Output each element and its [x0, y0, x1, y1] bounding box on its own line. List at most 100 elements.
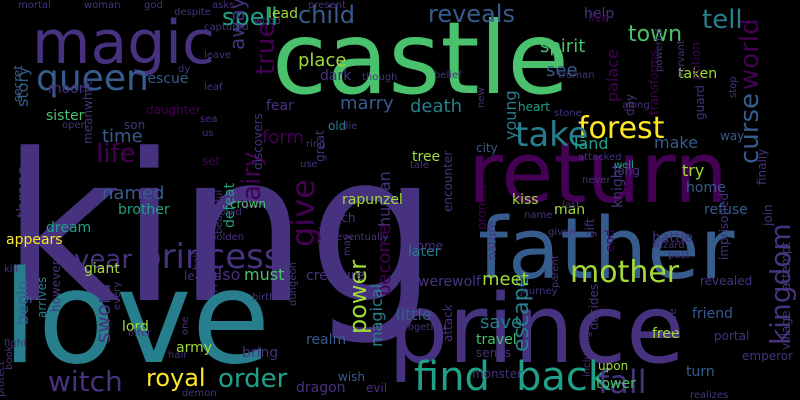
- word-join: join: [761, 204, 775, 227]
- word-away: away: [225, 0, 249, 50]
- word-moon: moon: [48, 81, 88, 97]
- word-end: end: [603, 229, 617, 252]
- word-beautiful: beautiful: [214, 190, 225, 234]
- word-revealed: revealed: [700, 274, 752, 288]
- word-wish: wish: [338, 370, 365, 384]
- word-see: see: [546, 60, 578, 81]
- word-dragon: dragon: [296, 380, 346, 396]
- word-discovers: discovers: [251, 113, 265, 170]
- word-world: world: [735, 18, 765, 90]
- word-king: king: [2, 111, 438, 349]
- word-sister: sister: [46, 108, 85, 124]
- word-may: may: [342, 234, 353, 256]
- word-life: life: [96, 139, 136, 169]
- word-princess: princess: [140, 237, 282, 277]
- word-emperor: emperor: [742, 349, 793, 363]
- word-rapunzel: rapunzel: [342, 192, 403, 208]
- word-daughter: daughter: [146, 103, 201, 117]
- word-never: never: [582, 175, 612, 186]
- word-open: open: [62, 120, 87, 131]
- word-city: city: [476, 141, 498, 155]
- word-village: village: [779, 311, 793, 350]
- word-asks: asks: [212, 0, 234, 11]
- word-monster: monster: [472, 367, 522, 381]
- word-offer: offer: [128, 328, 152, 339]
- word-royal: royal: [146, 364, 206, 392]
- word-kill: kill: [4, 264, 18, 275]
- word-book: book: [4, 345, 15, 370]
- word-wizard: wizard: [652, 240, 685, 251]
- word-god: god: [144, 0, 163, 11]
- word-become: become: [374, 224, 395, 296]
- word-truman: truman: [558, 70, 595, 81]
- word-throne: throne: [13, 166, 32, 218]
- word-long: long: [614, 164, 640, 178]
- word-army: army: [176, 340, 212, 356]
- word-imprisoned: imprisoned: [717, 193, 731, 260]
- word-set: set: [202, 154, 221, 168]
- word-time: time: [102, 126, 143, 147]
- word-little: little: [396, 305, 432, 324]
- word-arrives: arrives: [35, 277, 49, 318]
- word-kiss: kiss: [512, 192, 539, 208]
- word-promise: promise: [475, 182, 489, 230]
- word-place: place: [298, 50, 346, 71]
- word-death: death: [410, 96, 462, 117]
- word-knight: knight: [610, 163, 626, 208]
- word-battle: battle: [652, 230, 693, 246]
- word-lost: lost: [196, 281, 218, 295]
- word-though: though: [362, 72, 397, 83]
- word-stone: stone: [554, 108, 582, 119]
- word-year: year: [74, 245, 132, 275]
- word-old: old: [328, 119, 346, 133]
- word-castle: castle: [272, 0, 569, 117]
- word-birth: birth: [252, 292, 276, 303]
- word-later: later: [408, 244, 441, 260]
- word-fight: fight: [4, 338, 27, 349]
- word-live: live: [588, 11, 609, 25]
- word-stop: stop: [728, 76, 739, 98]
- word-story: story: [13, 67, 32, 107]
- word-father: father: [478, 200, 735, 299]
- word-find: find: [414, 354, 490, 400]
- word-lead: lead: [268, 6, 298, 22]
- word-woman: woman: [84, 0, 121, 11]
- word-dy: dy: [178, 64, 190, 75]
- word-kingdom: kingdom: [764, 223, 797, 345]
- word-journey: journey: [519, 286, 558, 297]
- word-hall: hall: [192, 252, 203, 270]
- word-hair: hair: [168, 350, 188, 361]
- word-give: give: [284, 179, 322, 247]
- word-true: true: [251, 22, 281, 75]
- word-would: would: [212, 207, 242, 218]
- word-home: home: [686, 180, 726, 196]
- word-portal: portal: [714, 329, 749, 343]
- word-fall: fall: [598, 363, 647, 400]
- word-queen: queen: [36, 58, 149, 99]
- word-wood: wood: [254, 16, 281, 27]
- word-realizes: realizes: [690, 390, 728, 400]
- word-town: town: [628, 22, 682, 47]
- word-way: way: [720, 129, 744, 143]
- word-make: make: [654, 133, 698, 152]
- word-spell: spell: [222, 3, 278, 31]
- word-transforms: transforms: [647, 50, 661, 115]
- word-despite: despite: [174, 7, 211, 18]
- word-secret: secret: [11, 65, 25, 102]
- word-travel: travel: [476, 332, 517, 348]
- word-finally: finally: [755, 149, 769, 185]
- word-love: love: [2, 244, 270, 393]
- word-lord: lord: [122, 319, 149, 335]
- word-great: great: [313, 130, 327, 162]
- word-bring: bring: [242, 345, 278, 361]
- word-named: named: [102, 183, 164, 204]
- word-magical: magical: [367, 284, 386, 347]
- word-day: day: [623, 94, 637, 116]
- word-return: return: [468, 124, 728, 223]
- word-attacked: attacked: [578, 152, 622, 163]
- word-young: young: [501, 90, 520, 140]
- word-must: must: [244, 265, 284, 284]
